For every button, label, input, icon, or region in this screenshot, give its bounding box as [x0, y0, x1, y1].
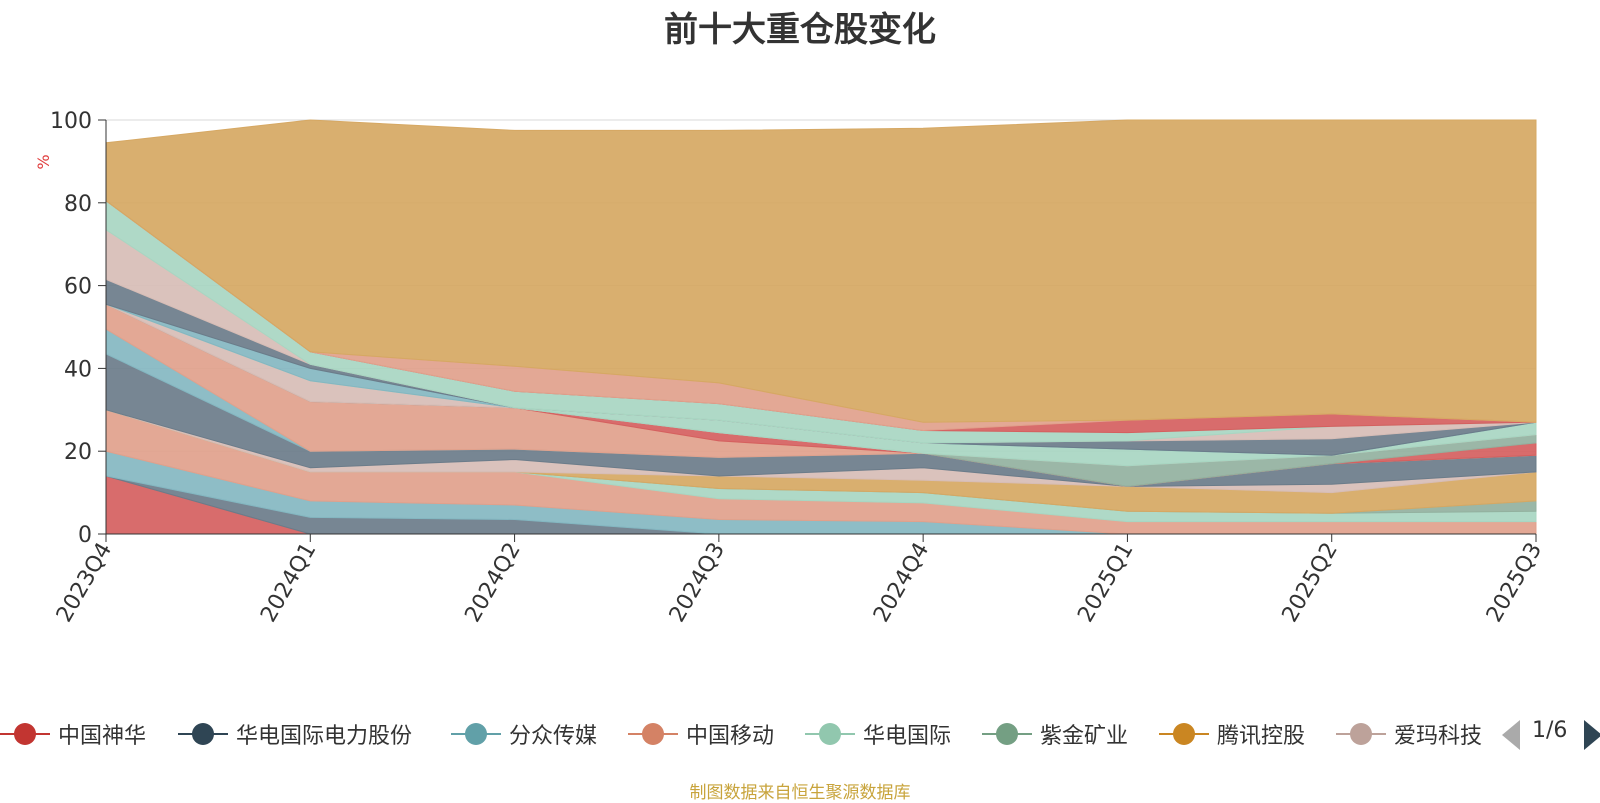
- stacked-areas: [105, 119, 1537, 535]
- y-tick-label: 80: [64, 192, 92, 217]
- legend-marker-icon: [982, 722, 1032, 746]
- y-tick-label: 40: [64, 357, 92, 382]
- legend-item[interactable]: 华电国际电力股份: [178, 716, 412, 752]
- legend-label: 中国移动: [686, 724, 775, 749]
- x-tick-label: 2024Q2: [460, 539, 525, 627]
- legend-item[interactable]: 分众传媒: [451, 716, 597, 752]
- x-tick-label: 2024Q3: [665, 539, 730, 627]
- legend-marker-icon: [0, 722, 50, 746]
- y-tick-label: 0: [78, 523, 92, 548]
- x-tick-label: 2024Q1: [256, 539, 321, 627]
- legend-label: 紫金矿业: [1040, 724, 1129, 749]
- legend-item[interactable]: 腾讯控股: [1159, 716, 1305, 752]
- x-tick-label: 2023Q4: [52, 539, 117, 627]
- legend-pager: 1/6: [1502, 716, 1600, 752]
- legend-marker-icon: [178, 722, 228, 746]
- legend-label: 华电国际: [863, 724, 952, 749]
- legend-label: 爱玛科技: [1394, 724, 1483, 749]
- x-tick-label: 2025Q2: [1278, 539, 1343, 627]
- legend-marker-icon: [1336, 722, 1386, 746]
- legend-marker-icon: [805, 722, 855, 746]
- legend-item[interactable]: 爱玛科技: [1336, 716, 1482, 752]
- area-series-22: [105, 119, 1537, 423]
- legend-item[interactable]: 华电国际: [805, 716, 951, 752]
- legend-item[interactable]: 紫金矿业: [982, 716, 1128, 752]
- legend-page-indicator: 1/6: [1532, 718, 1568, 743]
- x-tick-label: 2024Q4: [869, 539, 934, 627]
- y-tick-label: 100: [50, 109, 92, 134]
- legend-marker-icon: [1159, 722, 1209, 746]
- x-tick-label: 2025Q3: [1482, 539, 1547, 627]
- source-note: 制图数据来自恒生聚源数据库: [689, 783, 911, 803]
- x-tick-label: 2025Q1: [1073, 539, 1138, 627]
- legend-next-arrow-icon[interactable]: [1584, 720, 1600, 750]
- y-axis-unit-label: %: [34, 154, 53, 169]
- legend-label: 分众传媒: [509, 724, 598, 749]
- legend-marker-icon: [451, 722, 501, 746]
- legend-prev-arrow-icon[interactable]: [1502, 720, 1520, 750]
- chart-title: 前十大重仓股变化: [664, 10, 936, 50]
- legend-item[interactable]: 中国神华: [0, 716, 146, 752]
- legend-label: 中国神华: [58, 724, 147, 749]
- y-tick-label: 20: [64, 440, 92, 465]
- legend-label: 腾讯控股: [1217, 724, 1306, 749]
- legend: 中国神华 华电国际电力股份 分众传媒 中国移动 华电国际 紫金矿业 腾讯控股 爱玛科技: [0, 716, 1500, 752]
- y-tick-label: 60: [64, 275, 92, 300]
- legend-label: 华电国际电力股份: [236, 724, 413, 749]
- legend-marker-icon: [628, 722, 678, 746]
- legend-item[interactable]: 中国移动: [628, 716, 774, 752]
